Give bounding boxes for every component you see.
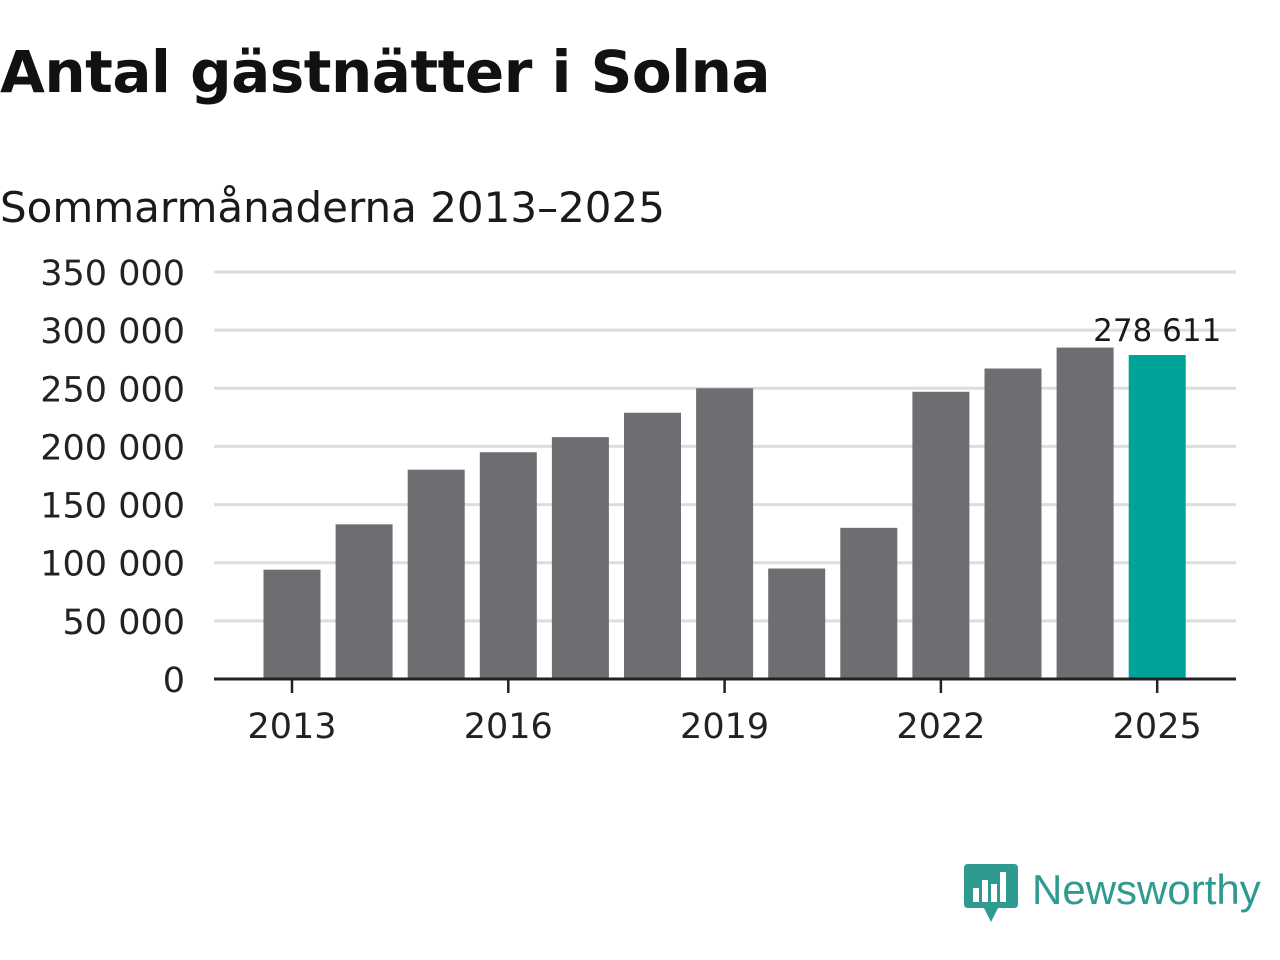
newsworthy-bar-chart-logo-icon — [964, 864, 1018, 922]
y-tick-label: 50 000 — [63, 603, 185, 643]
bar-2021 — [840, 527, 898, 679]
bar-chart: 0 50 000 100 000 150 000 200 000 250 000 300 0… — [40, 254, 1236, 747]
chart-subtitle: Sommarmånaderna 2013–2025 — [0, 183, 665, 232]
x-tick-label: 2016 — [464, 707, 553, 747]
bar-2024 — [1056, 347, 1114, 679]
newsworthy-brand: Newsworthy — [964, 864, 1276, 926]
y-axis-ticks: 0 50 000 100 000 150 000 200 000 250 000 300 0… — [40, 254, 185, 701]
bar-2018 — [624, 412, 681, 679]
bar-2020 — [768, 568, 826, 679]
y-tick-label: 200 000 — [40, 428, 185, 468]
bar-2019 — [696, 388, 754, 679]
bar-2022 — [912, 391, 970, 679]
y-tick-label: 0 — [163, 661, 185, 701]
bar-2013 — [263, 569, 321, 679]
bar-2023 — [984, 368, 1042, 679]
y-tick-label: 150 000 — [40, 487, 185, 527]
y-tick-label: 100 000 — [40, 545, 185, 585]
bar-2016 — [479, 452, 537, 679]
y-tick-label: 300 000 — [40, 312, 185, 352]
bars — [263, 347, 1186, 679]
y-tick-label: 250 000 — [40, 370, 185, 410]
y-tick-label: 350 000 — [40, 254, 185, 294]
x-tick-label: 2019 — [680, 707, 769, 747]
x-tick-label: 2025 — [1113, 707, 1202, 747]
bar-2017 — [551, 437, 609, 679]
x-tick-label: 2013 — [247, 707, 336, 747]
annotation-label: 278 611 — [1093, 313, 1221, 349]
x-axis-ticks: 2013 2016 2019 2022 2025 — [247, 679, 1202, 747]
x-tick-label: 2022 — [896, 707, 985, 747]
bar-2014 — [335, 524, 393, 679]
bar-2015 — [407, 469, 465, 679]
brand-name: Newsworthy — [1032, 866, 1261, 913]
bar-2025 — [1128, 355, 1186, 679]
chart-title: Antal gästnätter i Solna — [0, 38, 771, 106]
